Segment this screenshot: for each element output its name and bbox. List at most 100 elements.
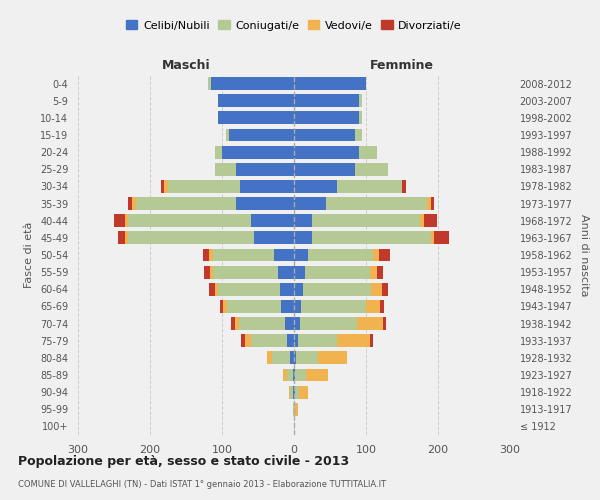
Bar (227, 300, 281, 313)
Bar (290, 352, 294, 364)
Bar (280, 283, 294, 296)
Bar (210, 266, 214, 278)
Text: COMUNE DI VALLELAGHI (TN) - Dati ISTAT 1° gennaio 2013 - Elaborazione TUTTITALIA: COMUNE DI VALLELAGHI (TN) - Dati ISTAT 1… (18, 480, 386, 489)
Bar (402, 180, 406, 193)
Bar (294, 403, 295, 415)
Y-axis label: Anni di nascita: Anni di nascita (579, 214, 589, 296)
Bar (377, 266, 383, 278)
Bar (161, 180, 164, 193)
Bar (302, 283, 371, 296)
Bar (359, 94, 362, 107)
Bar (232, 317, 235, 330)
Bar (286, 317, 294, 330)
Bar (203, 248, 209, 262)
Bar (431, 197, 434, 210)
Bar (424, 214, 437, 227)
Bar (358, 317, 383, 330)
Text: Femmine: Femmine (370, 58, 434, 71)
Bar (287, 334, 294, 347)
Bar (383, 317, 386, 330)
Bar (289, 386, 290, 398)
Bar (294, 163, 355, 175)
Bar (283, 368, 287, 382)
Bar (241, 334, 245, 347)
Bar (239, 317, 286, 330)
Bar (222, 146, 294, 158)
Bar (294, 146, 359, 158)
Bar (373, 248, 379, 262)
Bar (290, 386, 293, 398)
Bar (294, 232, 312, 244)
Bar (312, 232, 431, 244)
Bar (306, 368, 328, 382)
Bar (128, 214, 251, 227)
Bar (118, 232, 125, 244)
Bar (427, 197, 431, 210)
Bar (294, 180, 337, 193)
Bar (294, 112, 359, 124)
Bar (211, 77, 294, 90)
Text: Maschi: Maschi (161, 58, 211, 71)
Bar (305, 266, 370, 278)
Bar (218, 112, 294, 124)
Bar (218, 94, 294, 107)
Bar (296, 352, 318, 364)
Bar (434, 232, 449, 244)
Bar (223, 300, 227, 313)
Bar (293, 403, 294, 415)
Bar (208, 77, 211, 90)
Bar (204, 266, 210, 278)
Bar (318, 352, 347, 364)
Bar (236, 163, 294, 175)
Bar (298, 334, 337, 347)
Legend: Celibi/Nubili, Coniugati/e, Vedovi/e, Divorziati/e: Celibi/Nubili, Coniugati/e, Vedovi/e, Di… (122, 16, 466, 35)
Bar (294, 77, 366, 90)
Bar (240, 180, 294, 193)
Bar (359, 146, 377, 158)
Bar (337, 180, 402, 193)
Bar (294, 266, 305, 278)
Bar (294, 128, 355, 141)
Bar (266, 352, 272, 364)
Bar (245, 334, 251, 347)
Bar (355, 163, 388, 175)
Bar (215, 283, 218, 296)
Bar (235, 317, 239, 330)
Bar (371, 283, 382, 296)
Bar (212, 248, 274, 262)
Bar (132, 197, 136, 210)
Bar (251, 214, 294, 227)
Bar (214, 266, 278, 278)
Bar (294, 368, 295, 382)
Bar (229, 128, 294, 141)
Bar (359, 112, 362, 124)
Bar (215, 146, 222, 158)
Bar (294, 386, 295, 398)
Y-axis label: Fasce di età: Fasce di età (25, 222, 34, 288)
Bar (293, 368, 294, 382)
Bar (251, 334, 287, 347)
Bar (294, 214, 312, 227)
Bar (366, 300, 380, 313)
Bar (128, 232, 254, 244)
Bar (294, 317, 300, 330)
Bar (294, 334, 298, 347)
Bar (164, 180, 168, 193)
Bar (226, 128, 229, 141)
Bar (294, 197, 326, 210)
Bar (380, 300, 384, 313)
Bar (236, 197, 294, 210)
Bar (128, 197, 132, 210)
Bar (294, 352, 296, 364)
Bar (431, 232, 434, 244)
Bar (326, 197, 427, 210)
Bar (355, 128, 362, 141)
Bar (293, 386, 294, 398)
Bar (295, 368, 306, 382)
Bar (220, 300, 223, 313)
Bar (114, 214, 125, 227)
Bar (254, 232, 294, 244)
Bar (299, 386, 308, 398)
Bar (168, 180, 240, 193)
Bar (218, 283, 280, 296)
